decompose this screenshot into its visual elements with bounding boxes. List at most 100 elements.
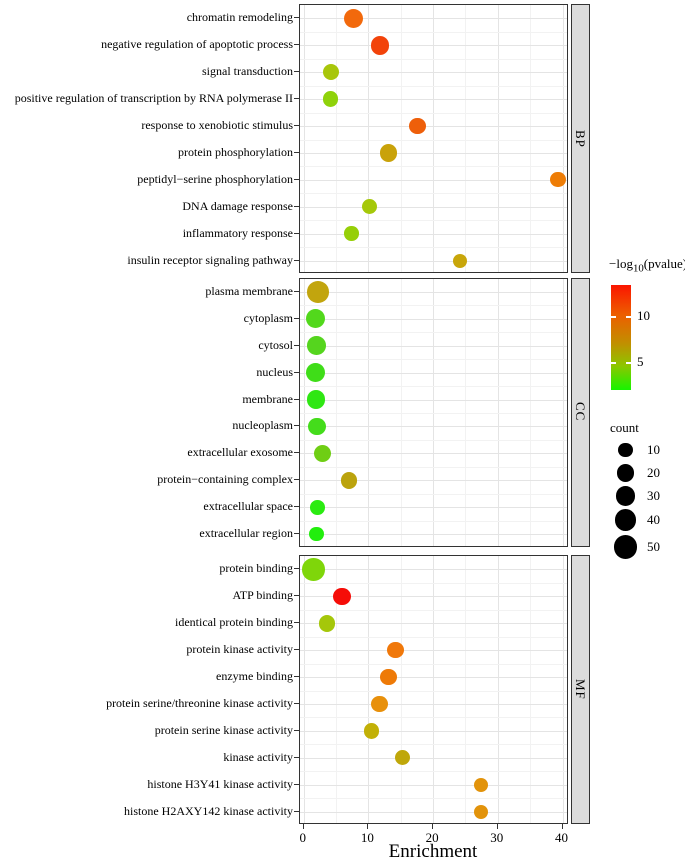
y-axis-label: inflammatory response bbox=[182, 225, 293, 240]
facet-panel-mf bbox=[298, 555, 568, 824]
gridline-horizontal-minor bbox=[299, 305, 567, 307]
gridline-vertical bbox=[562, 5, 564, 272]
y-axis-label: histone H3Y41 kinase activity bbox=[147, 776, 293, 791]
gridline-vertical bbox=[530, 556, 532, 823]
gridline-horizontal-minor bbox=[299, 744, 567, 746]
count-legend-title: count bbox=[610, 420, 639, 435]
gridline-vertical bbox=[465, 278, 467, 546]
gridline-horizontal-major bbox=[299, 72, 567, 74]
facet-strip-cc: CC bbox=[570, 277, 590, 547]
facet-panel-cc bbox=[298, 277, 568, 547]
gridline-vertical bbox=[433, 556, 435, 823]
y-axis-tick bbox=[293, 452, 299, 454]
gridline-horizontal-major bbox=[299, 677, 567, 679]
y-axis-label: insulin receptor signaling pathway bbox=[127, 252, 293, 267]
y-axis-tick bbox=[293, 622, 299, 624]
gridline-horizontal-minor bbox=[299, 798, 567, 800]
gridline-horizontal-major bbox=[299, 179, 567, 181]
gridline-vertical bbox=[497, 278, 499, 546]
gradient-tick-right-5 bbox=[626, 362, 631, 364]
gridline-horizontal-minor bbox=[299, 520, 567, 522]
y-axis-tick bbox=[293, 98, 299, 100]
y-axis-label: response to xenobiotic stimulus bbox=[141, 118, 293, 133]
facet-panel-bp bbox=[298, 4, 568, 273]
gridline-vertical bbox=[368, 556, 370, 823]
data-point bbox=[305, 363, 325, 383]
gridline-vertical bbox=[562, 556, 564, 823]
y-axis-tick bbox=[293, 506, 299, 508]
pvalue-gradient-bar bbox=[611, 285, 631, 390]
count-legend-label: 10 bbox=[647, 442, 660, 457]
y-axis-label: kinase activity bbox=[223, 749, 293, 764]
y-axis-label: protein binding bbox=[219, 561, 293, 576]
count-legend-label: 20 bbox=[647, 465, 660, 480]
gridline-vertical bbox=[368, 5, 370, 272]
data-point bbox=[309, 526, 324, 542]
count-legend-circle bbox=[615, 486, 636, 506]
gridline-horizontal-major bbox=[299, 18, 567, 20]
y-axis-label: positive regulation of transcription by … bbox=[14, 91, 293, 106]
y-axis-label: negative regulation of apoptotic process bbox=[101, 37, 293, 52]
y-axis-label: signal transduction bbox=[202, 64, 293, 79]
gridline-horizontal-minor bbox=[299, 359, 567, 361]
gridline-horizontal-major bbox=[299, 399, 567, 401]
gridline-horizontal-minor bbox=[299, 439, 567, 441]
y-axis-label: extracellular exosome bbox=[187, 445, 293, 460]
data-point bbox=[453, 253, 468, 268]
y-axis-label: nucleoplasm bbox=[232, 418, 293, 433]
y-axis-tick bbox=[293, 756, 299, 758]
data-point bbox=[343, 8, 364, 28]
data-point bbox=[473, 777, 488, 792]
gridline-horizontal-major bbox=[299, 811, 567, 813]
x-tick-label: 10 bbox=[360, 830, 374, 845]
x-axis-tick bbox=[432, 824, 434, 829]
y-axis-tick bbox=[293, 479, 299, 481]
y-axis-tick bbox=[293, 783, 299, 785]
gridline-vertical bbox=[400, 5, 402, 272]
gridline-horizontal-major bbox=[299, 784, 567, 786]
gridline-horizontal-minor bbox=[299, 413, 567, 414]
pvalue-legend-title-sub: 10 bbox=[632, 262, 644, 275]
y-axis-tick bbox=[293, 676, 299, 678]
gridline-vertical bbox=[497, 5, 499, 272]
gridline-horizontal-minor bbox=[299, 220, 567, 222]
gridline-horizontal-major bbox=[299, 233, 567, 235]
gridline-vertical bbox=[433, 5, 435, 272]
gridline-vertical bbox=[465, 5, 467, 272]
gradient-tick-left-10 bbox=[611, 316, 616, 318]
y-axis-tick bbox=[293, 595, 299, 597]
y-axis-label: protein serine/threonine kinase activity bbox=[106, 695, 293, 710]
gridline-horizontal-major bbox=[299, 152, 567, 154]
gridline-horizontal-major bbox=[299, 126, 567, 128]
pvalue-legend-title: −log10(pvalue) bbox=[609, 256, 685, 275]
data-point bbox=[308, 417, 327, 436]
gridline-horizontal-minor bbox=[299, 139, 567, 141]
gridline-horizontal-major bbox=[299, 757, 567, 759]
gridline-horizontal-minor bbox=[299, 386, 567, 388]
y-axis-label: extracellular space bbox=[203, 499, 293, 514]
gridline-horizontal-minor bbox=[299, 85, 567, 87]
y-axis-tick bbox=[293, 232, 299, 234]
y-axis-label: identical protein binding bbox=[175, 615, 293, 630]
x-tick-label: 40 bbox=[555, 830, 568, 845]
gridline-horizontal-minor bbox=[299, 466, 567, 468]
gridline-vertical bbox=[368, 278, 370, 546]
y-axis-tick bbox=[293, 568, 299, 570]
gridline-horizontal-major bbox=[299, 730, 567, 732]
y-axis-tick bbox=[293, 178, 299, 180]
data-point bbox=[380, 668, 397, 686]
data-point bbox=[313, 444, 332, 463]
y-axis-label: DNA damage response bbox=[182, 198, 293, 213]
y-axis-tick bbox=[293, 125, 299, 127]
pvalue-legend-title-suffix: (pvalue) bbox=[643, 256, 685, 271]
gridline-horizontal-major bbox=[299, 345, 567, 347]
y-axis-tick bbox=[293, 205, 299, 207]
data-point bbox=[322, 64, 339, 81]
y-axis-label: enzyme binding bbox=[216, 669, 293, 684]
count-legend-label: 40 bbox=[647, 512, 660, 527]
data-point bbox=[394, 750, 411, 766]
count-legend-label: 30 bbox=[647, 488, 660, 503]
y-axis-label: ATP binding bbox=[232, 588, 293, 603]
gridline-vertical bbox=[336, 556, 338, 823]
